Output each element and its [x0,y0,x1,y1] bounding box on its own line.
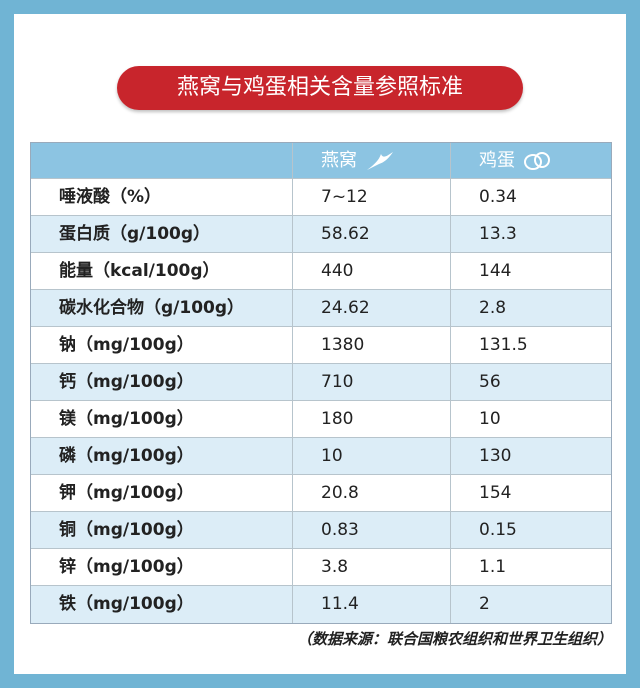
header-row: 燕窝 鸡蛋 [31,143,611,179]
row-label: 铜（mg/100g） [31,512,293,549]
value-cell: 0.34 [451,179,611,216]
value-cell: 13.3 [451,216,611,253]
value-cell: 0.15 [451,512,611,549]
value-cell: 1380 [293,327,451,364]
value-cell: 3.8 [293,549,451,586]
value-cell: 144 [451,253,611,290]
table-row: 能量（kcal/100g） 440 144 [31,253,611,290]
table-row: 碳水化合物（g/100g） 24.62 2.8 [31,290,611,327]
row-label: 钠（mg/100g） [31,327,293,364]
value-cell: 0.83 [293,512,451,549]
value-cell: 11.4 [293,586,451,623]
table-row: 磷（mg/100g） 10 130 [31,438,611,475]
header-cell: 燕窝 [293,143,451,179]
swallow-icon [367,151,393,170]
value-cell: 1.1 [451,549,611,586]
value-cell: 131.5 [451,327,611,364]
title-banner: 燕窝与鸡蛋相关含量参照标准 [117,66,523,110]
table-row: 钠（mg/100g） 1380 131.5 [31,327,611,364]
row-label: 磷（mg/100g） [31,438,293,475]
value-cell: 56 [451,364,611,401]
table-row: 钾（mg/100g） 20.8 154 [31,475,611,512]
value-cell: 10 [451,401,611,438]
header-cell [31,143,293,179]
row-label: 钾（mg/100g） [31,475,293,512]
row-label: 碳水化合物（g/100g） [31,290,293,327]
value-cell: 58.62 [293,216,451,253]
value-cell: 10 [293,438,451,475]
value-cell: 24.62 [293,290,451,327]
egg-icon [524,151,550,170]
table-row: 铁（mg/100g） 11.4 2 [31,586,611,623]
value-cell: 2.8 [451,290,611,327]
table-row: 锌（mg/100g） 3.8 1.1 [31,549,611,586]
value-cell: 130 [451,438,611,475]
value-cell: 180 [293,401,451,438]
table-row: 唾液酸（%） 7~12 0.34 [31,179,611,216]
table-row: 铜（mg/100g） 0.83 0.15 [31,512,611,549]
row-label: 铁（mg/100g） [31,586,293,623]
row-label: 唾液酸（%） [31,179,293,216]
row-label: 钙（mg/100g） [31,364,293,401]
panel [14,14,626,674]
value-cell: 20.8 [293,475,451,512]
header-cell: 鸡蛋 [451,143,611,179]
row-label: 能量（kcal/100g） [31,253,293,290]
table-row: 蛋白质（g/100g） 58.62 13.3 [31,216,611,253]
header-label: 燕窝 [321,149,357,171]
row-label: 镁（mg/100g） [31,401,293,438]
source-note: （数据来源：联合国粮农组织和世界卫生组织） [296,630,612,648]
row-label: 锌（mg/100g） [31,549,293,586]
table-row: 镁（mg/100g） 180 10 [31,401,611,438]
table: 燕窝 鸡蛋 唾液酸（%） 7~12 0.34 蛋白质（g/100g） 58.62 13.3… [30,142,612,624]
value-cell: 154 [451,475,611,512]
header-label: 鸡蛋 [479,149,515,171]
value-cell: 2 [479,594,490,614]
row-label: 蛋白质（g/100g） [31,216,293,253]
value-cell: 710 [293,364,451,401]
value-cell: 7~12 [293,179,451,216]
value-cell: 440 [293,253,451,290]
table-row: 钙（mg/100g） 710 56 [31,364,611,401]
